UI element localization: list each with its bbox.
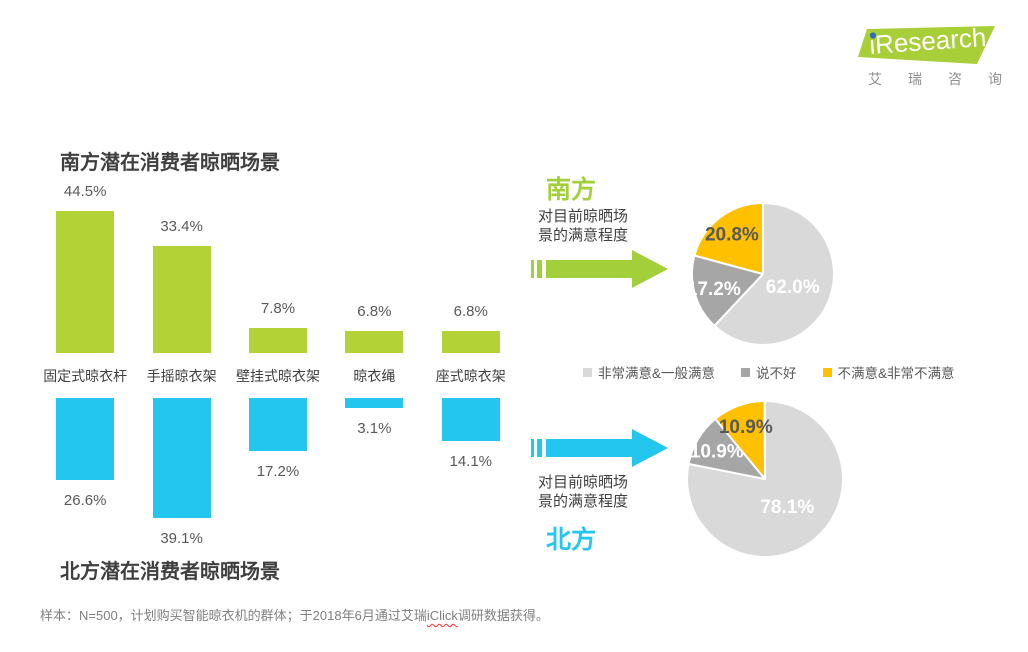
north-chart-title: 北方潜在消费者晾晒场景	[60, 561, 280, 583]
south-bar-value: 7.8%	[260, 300, 296, 317]
pie-value-label: 20.8%	[705, 224, 759, 245]
logo-chinese-name: 艾瑞咨询	[868, 71, 1028, 87]
south-arrow-icon	[531, 250, 668, 288]
logo-i-dot	[869, 32, 877, 39]
south-bar-value: 6.8%	[357, 303, 392, 320]
category-label: 手摇晾衣架	[146, 367, 217, 384]
north-region-label: 北方	[546, 526, 597, 554]
south-bar-value: 44.5%	[63, 183, 107, 200]
south-caption-line2: 景的满意程度	[538, 227, 629, 244]
north-bar-value: 14.1%	[449, 453, 493, 470]
south-bar	[152, 246, 211, 353]
south-bar	[248, 328, 307, 353]
south-bar-value: 33.4%	[160, 218, 203, 235]
legend-label: 不满意&非常不满意	[837, 366, 955, 381]
south-bar-cell: 6.8%	[423, 180, 519, 353]
bar-column: 7.8% 壁挂式晾衣架 17.2%	[230, 180, 326, 547]
north-bar-value: 17.2%	[256, 463, 300, 480]
south-bar-value: 6.8%	[453, 303, 488, 320]
logo-banner	[858, 26, 995, 64]
spellcheck-word: iClick	[426, 608, 458, 623]
north-bar-value: 39.1%	[160, 530, 203, 547]
legend-item: 非常满意&一般满意	[583, 362, 715, 382]
iresearch-logo: iResearch	[858, 22, 995, 64]
south-bar-cell: 6.8%	[326, 180, 422, 353]
pie-value-label: 10.9%	[719, 417, 773, 438]
north-satisfaction-pie: 78.1% 10.9% 10.9%	[685, 400, 844, 558]
north-arrow-icon	[531, 429, 668, 467]
south-bar-cell: 33.4%	[133, 180, 229, 353]
legend-label: 说不好	[756, 366, 797, 381]
north-bar	[441, 398, 500, 441]
north-bar	[152, 398, 211, 518]
pie-value-label: 17.2%	[687, 279, 741, 300]
legend-swatch	[583, 367, 592, 377]
north-bar-value: 3.1%	[357, 420, 392, 437]
legend-swatch	[822, 367, 832, 377]
legend-swatch	[741, 367, 751, 377]
pie-value-label: 10.9%	[690, 441, 744, 462]
north-caption-line1: 对目前晾晒场	[538, 474, 629, 491]
pie-value-label: 78.1%	[760, 497, 814, 518]
legend-label: 非常满意&一般满意	[598, 366, 716, 381]
south-region-label: 南方	[546, 176, 597, 204]
north-bar	[345, 398, 404, 408]
pie-slice-0	[685, 400, 844, 558]
north-bar	[248, 398, 307, 451]
bar-column: 6.8% 座式晾衣架 14.1%	[423, 180, 519, 547]
pie-value-label: 62.0%	[766, 277, 820, 298]
south-chart-title: 南方潜在消费者晾晒场景	[60, 152, 280, 174]
south-caption-line1: 对目前晾晒场	[538, 208, 629, 225]
north-bar-value: 26.6%	[63, 492, 107, 509]
north-bar-cell: 17.2%	[230, 398, 326, 480]
south-bar-cell: 7.8%	[230, 180, 326, 353]
south-bar	[345, 331, 404, 353]
north-bar	[56, 398, 115, 480]
category-label: 座式晾衣架	[435, 367, 506, 384]
sample-note: 样本：N=500，计划购买智能晾衣机的群体；于2018年6月通过艾瑞iClick…	[40, 605, 549, 624]
north-bar-cell: 26.6%	[37, 398, 133, 509]
north-pie-caption: 对目前晾晒场 景的满意程度	[538, 473, 628, 511]
south-bar	[441, 331, 500, 353]
legend-item: 说不好	[741, 362, 797, 382]
south-bar	[56, 211, 115, 353]
bar-chart-grid: 44.5% 固定式晾衣杆 26.6% 33.4% 手摇晾衣架 39.1% 7.8% 壁挂式晾衣…	[37, 180, 519, 547]
pie-legend: 非常满意&一般满意 说不好 不满意&非常不满意	[583, 362, 955, 382]
bar-column: 33.4% 手摇晾衣架 39.1%	[133, 180, 229, 547]
south-satisfaction-pie: 62.0% 17.2% 20.8%	[687, 202, 835, 346]
sample-note-suffix: 调研数据获得。	[457, 608, 549, 623]
pie-slice-0	[713, 202, 835, 346]
north-bar-cell: 39.1%	[133, 398, 229, 547]
pie-slice-2	[693, 202, 764, 275]
category-label: 固定式晾衣杆	[43, 367, 128, 384]
pie-slice-2	[714, 400, 766, 480]
north-caption-line2: 景的满意程度	[538, 493, 629, 510]
category-label: 晾衣绳	[353, 367, 396, 384]
bar-column: 6.8% 晾衣绳 3.1%	[326, 180, 422, 547]
north-bar-cell: 3.1%	[326, 398, 422, 437]
south-bar-cell: 44.5%	[37, 180, 133, 353]
north-bar-cell: 14.1%	[423, 398, 519, 470]
bar-column: 44.5% 固定式晾衣杆 26.6%	[37, 180, 133, 547]
south-pie-caption: 对目前晾晒场 景的满意程度	[538, 207, 628, 245]
category-label: 壁挂式晾衣架	[235, 367, 320, 384]
sample-note-prefix: 样本：N=500，计划购买智能晾衣机的群体；于2018年6月通过艾瑞	[40, 608, 427, 623]
pie-slice-1	[691, 254, 764, 327]
legend-item: 不满意&非常不满意	[822, 362, 955, 382]
